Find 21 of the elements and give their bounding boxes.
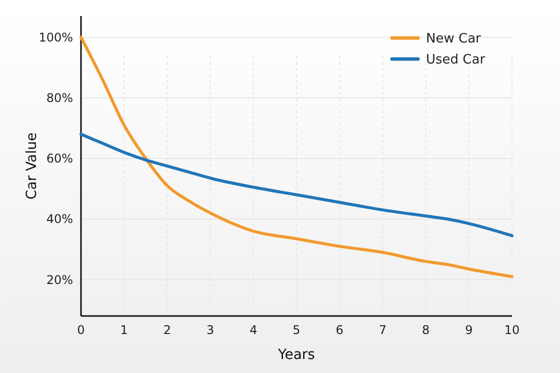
y-tick-label: 100% xyxy=(38,30,73,44)
x-tick-label: 6 xyxy=(336,323,344,337)
x-axis-title: Years xyxy=(277,347,315,363)
x-tick-label: 3 xyxy=(206,323,214,337)
y-tick-label: 60% xyxy=(46,152,73,166)
line-series xyxy=(80,132,514,238)
x-tick-label: 4 xyxy=(250,323,258,337)
legend-label: New Car xyxy=(426,32,482,47)
y-tick-label: 40% xyxy=(46,212,73,226)
legend-label: Used Car xyxy=(426,52,486,68)
x-tick-label: 2 xyxy=(163,323,172,337)
x-tick-label: 1 xyxy=(120,323,128,337)
x-tick-label: 10 xyxy=(504,323,520,337)
x-tick-label: 7 xyxy=(378,323,387,337)
y-tick-label: 20% xyxy=(46,272,73,287)
x-tick-label: 5 xyxy=(292,323,300,337)
x-tick-label: 0 xyxy=(77,323,85,337)
y-tick-label: 80% xyxy=(46,91,73,106)
x-tick-label: 8 xyxy=(422,323,430,337)
y-axis-title: Car Value xyxy=(24,132,40,200)
x-tick-label: 9 xyxy=(465,323,473,337)
